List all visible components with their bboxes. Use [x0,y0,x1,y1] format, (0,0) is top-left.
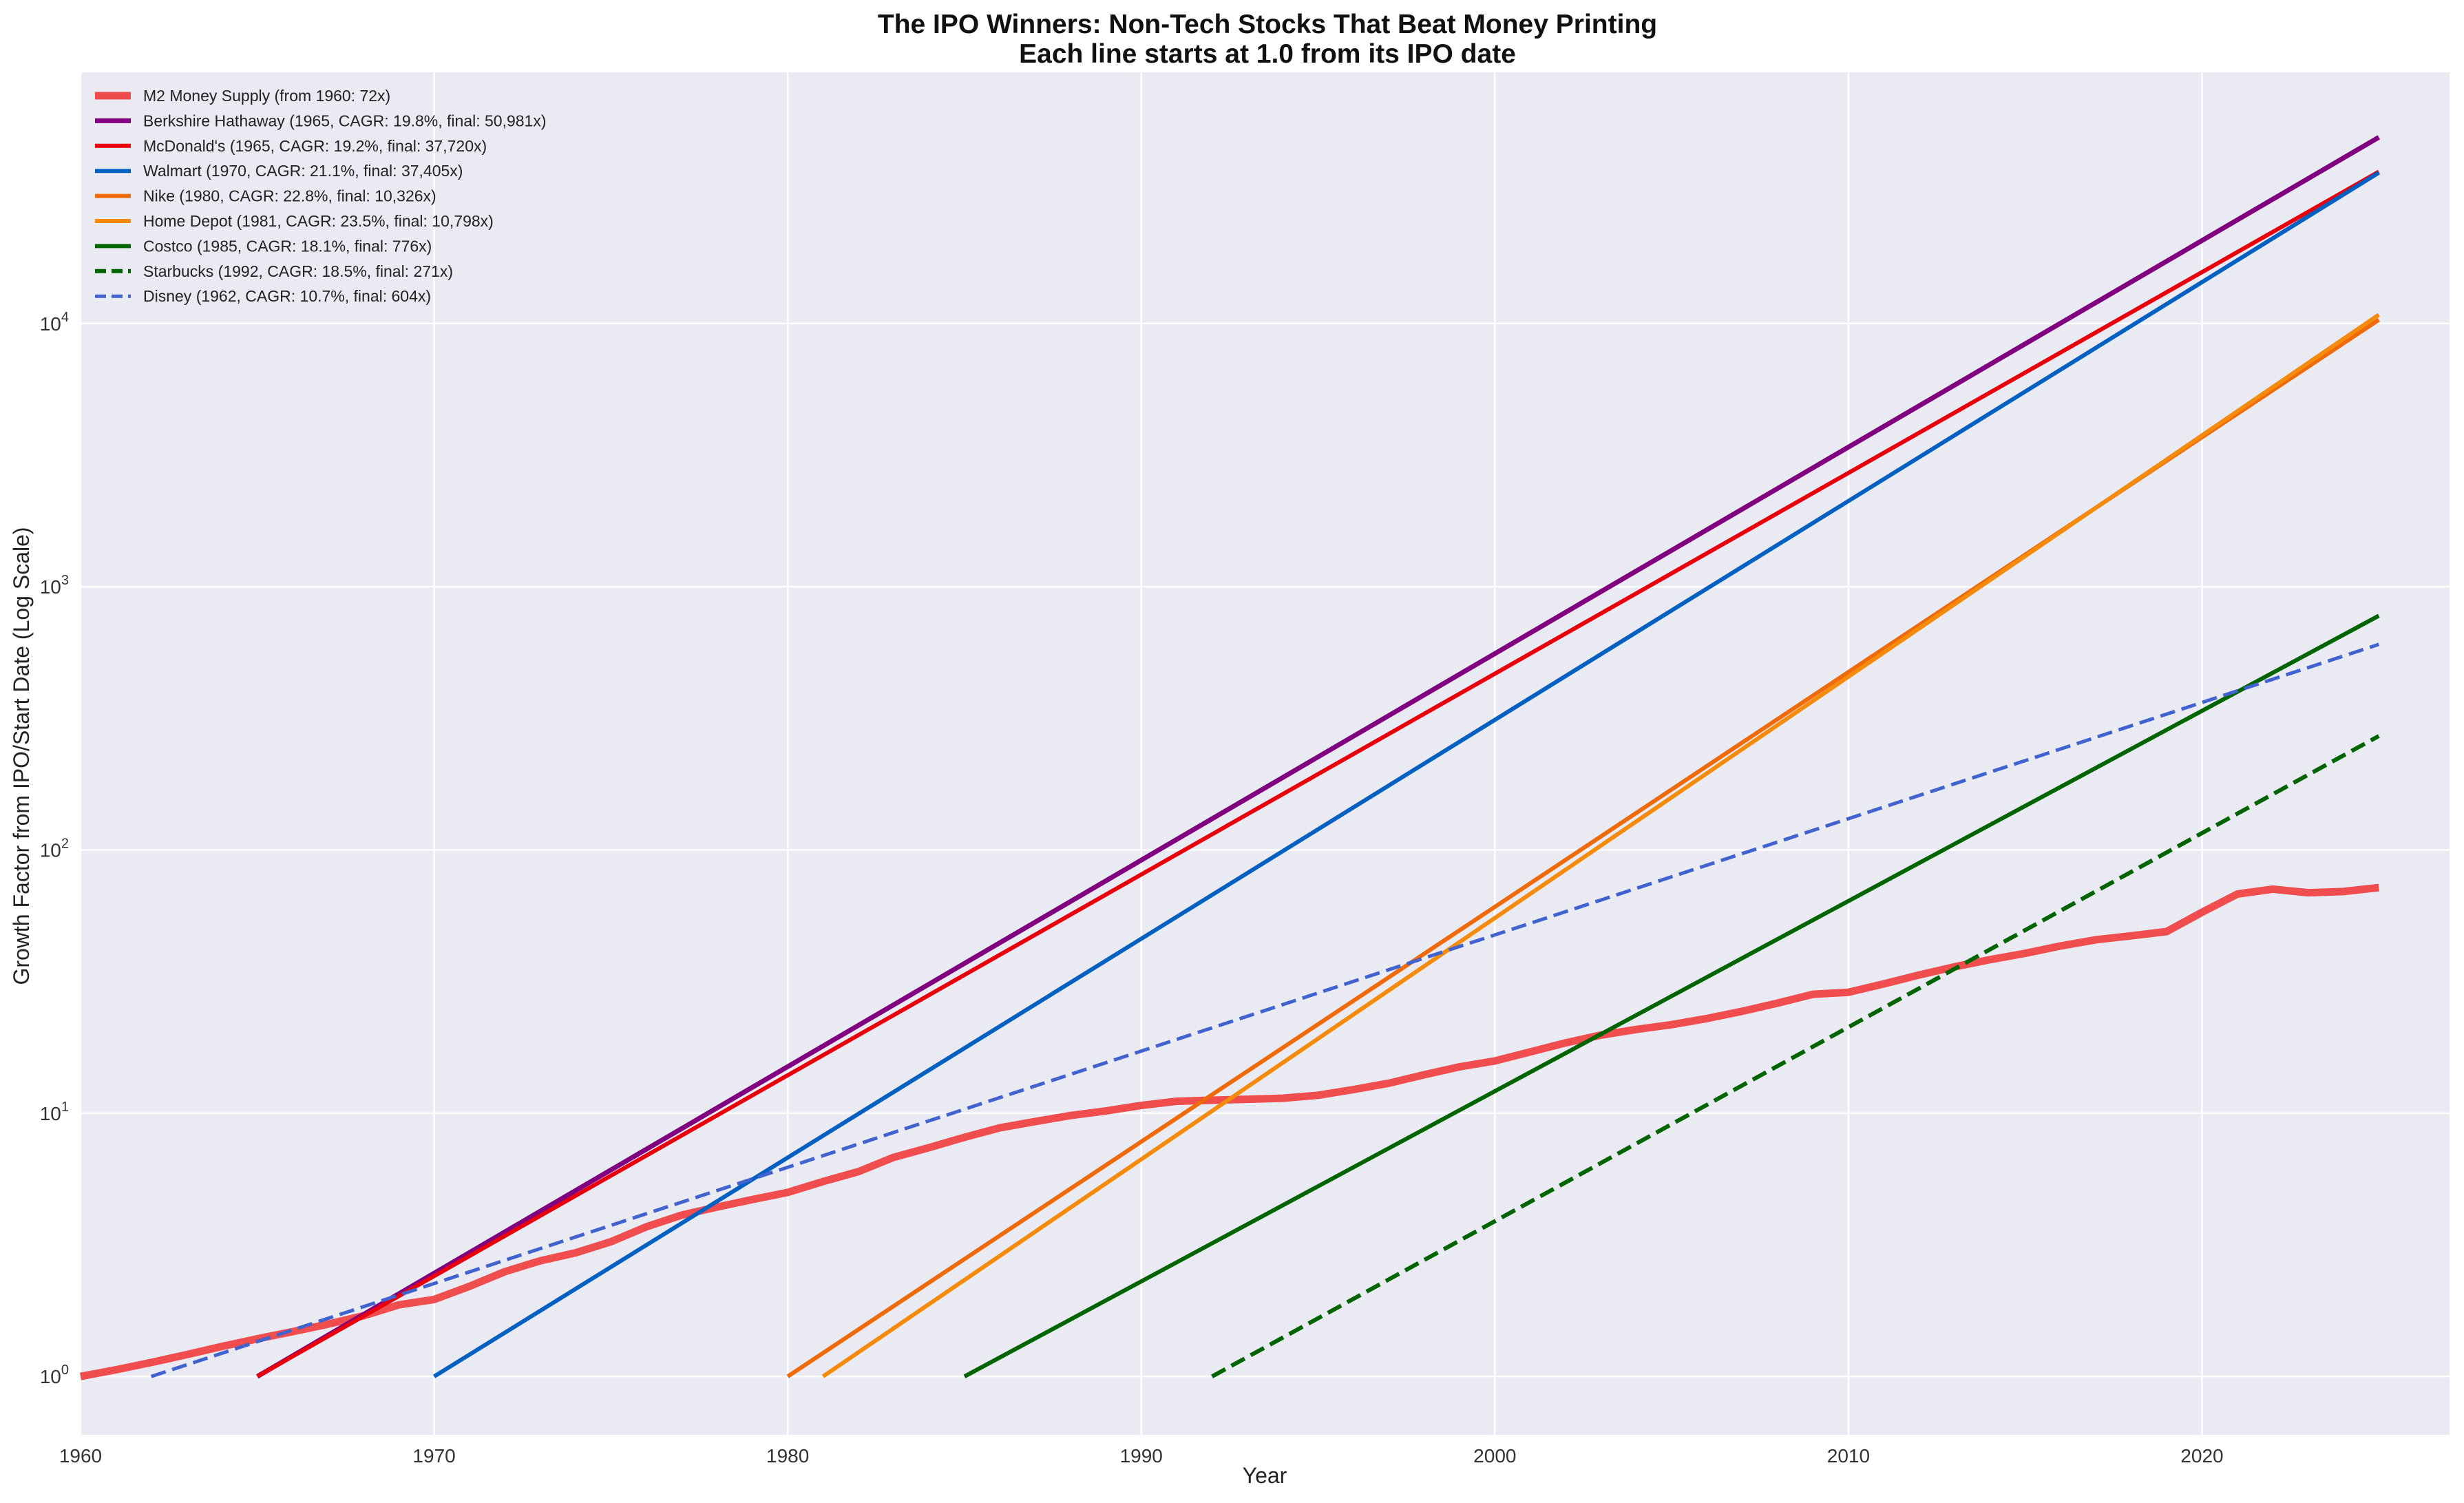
x-axis-label: Year [1243,1463,1287,1488]
plot-area [81,72,2450,1435]
legend-entry-label: Berkshire Hathaway (1965, CAGR: 19.8%, f… [143,112,547,129]
legend: M2 Money Supply (from 1960: 72x) Berkshir… [95,87,547,305]
series-lines [79,135,2381,1380]
x-tick-label: 1990 [1120,1445,1163,1467]
y-axis-ticks: 100 101 102 103 104 [40,310,69,1387]
series-line-2 [256,169,2380,1378]
x-tick-label: 1970 [412,1445,455,1467]
series-line-1 [256,135,2381,1379]
legend-entry-label: Walmart (1970, CAGR: 21.1%, final: 37,40… [143,162,463,180]
y-tick-label: 104 [40,310,69,335]
x-tick-label: 2020 [2180,1445,2223,1467]
legend-entry-label: Costco (1985, CAGR: 18.1%, final: 776x) [143,237,432,255]
series-line-6 [963,613,2380,1378]
x-tick-label: 1980 [766,1445,809,1467]
legend-entry-label: Home Depot (1981, CAGR: 23.5%, final: 10… [143,212,494,230]
legend-entry-label: Nike (1980, CAGR: 22.8%, final: 10,326x) [143,187,436,205]
legend-entry-label: M2 Money Supply (from 1960: 72x) [143,87,390,105]
series-line-7 [1211,734,2380,1378]
legend-entry-label: Starbucks (1992, CAGR: 18.5%, final: 271… [143,262,453,280]
y-tick-label: 101 [40,1100,69,1124]
chart-title: The IPO Winners: Non-Tech Stocks That Be… [878,10,1657,39]
x-axis-ticks: 1960 1970 1980 1990 2000 2010 2020 [59,1445,2224,1467]
x-tick-label: 1960 [59,1445,102,1467]
series-line-5 [821,313,2380,1378]
y-axis-label: Growth Factor from IPO/Start Date (Log S… [9,527,34,985]
chart-subtitle: Each line starts at 1.0 from its IPO dat… [1019,39,1516,69]
x-tick-label: 2010 [1827,1445,1870,1467]
x-tick-label: 2000 [1473,1445,1516,1467]
y-tick-label: 103 [40,573,69,598]
y-tick-label: 100 [40,1363,69,1387]
y-tick-label: 102 [40,837,69,861]
series-line-8 [150,642,2380,1378]
grid-lines [79,72,2450,1435]
legend-entry-label: Disney (1962, CAGR: 10.7%, final: 604x) [143,287,431,305]
legend-entry-label: McDonald's (1965, CAGR: 19.2%, final: 37… [143,137,487,155]
